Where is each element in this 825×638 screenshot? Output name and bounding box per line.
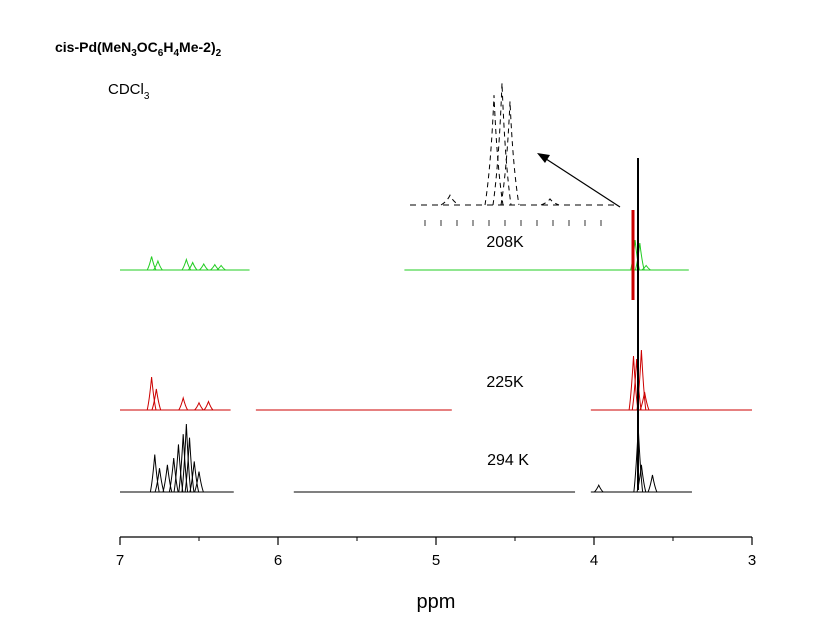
peak [634, 242, 645, 271]
inset-arrow-head [537, 153, 550, 163]
peak [647, 474, 658, 493]
peak [173, 444, 184, 493]
series-label-208K: 208K [486, 234, 524, 251]
inset-group [410, 82, 615, 226]
x-tick-label-5: 5 [432, 552, 440, 569]
peak [189, 461, 200, 493]
peak [178, 396, 189, 411]
peak [153, 259, 163, 271]
inset-peak [492, 82, 512, 206]
series-208K [120, 239, 689, 271]
series-294K [120, 423, 692, 493]
series-225K [120, 349, 752, 411]
solvent-label: CDCl3 [108, 81, 150, 102]
x-tick-label-4: 4 [590, 552, 598, 569]
peak [146, 256, 157, 271]
peak [216, 264, 226, 271]
inset-peak [484, 95, 504, 206]
x-axis-ticks: 7 6 5 4 3 [116, 537, 756, 569]
peak [199, 262, 209, 271]
peak [641, 264, 651, 271]
peak [187, 261, 198, 271]
peak [181, 423, 192, 493]
series-label-294K: 294 K [487, 452, 529, 469]
x-tick-label-3: 3 [748, 552, 756, 569]
peak [184, 437, 195, 493]
peak [194, 401, 204, 411]
inset-arrow [539, 154, 621, 208]
x-tick-label-6: 6 [274, 552, 282, 569]
spectra-group [120, 158, 752, 493]
peak [631, 358, 642, 411]
peak [593, 484, 604, 493]
inset-peak [440, 194, 460, 206]
x-tick-label-7: 7 [116, 552, 124, 569]
peak [628, 355, 639, 411]
inset-peak [500, 101, 520, 206]
peak [146, 376, 157, 411]
peak [151, 388, 162, 411]
peak [203, 400, 214, 411]
peak [194, 471, 204, 493]
inset-peak [540, 198, 560, 206]
x-axis-label: ppm [417, 591, 456, 613]
peak [168, 457, 179, 493]
peak [154, 468, 165, 493]
series-label-225K: 225K [486, 374, 524, 391]
compound-title: cis-Pd(MeN3OC6H4Me-2)2 [55, 39, 222, 59]
peak [639, 391, 650, 411]
peak [149, 454, 160, 493]
